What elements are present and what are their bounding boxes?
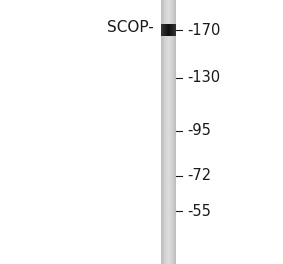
Bar [175,24,176,36]
Bar [168,0,169,264]
Bar [171,0,172,264]
Bar [165,24,166,36]
Bar [167,24,168,36]
Bar [164,24,165,36]
Bar [172,24,173,36]
Bar [162,24,163,36]
Bar [166,24,167,36]
Text: -95: -95 [187,123,211,138]
Text: -130: -130 [187,70,221,85]
Bar [174,24,175,36]
Bar [166,0,167,264]
Text: -170: -170 [187,23,221,38]
Bar [163,24,164,36]
Bar [169,24,170,36]
Bar [172,0,173,264]
Bar [161,24,162,36]
Bar [164,0,165,264]
Bar [165,0,166,264]
Bar [175,0,176,264]
Bar [174,0,175,264]
Bar [161,0,162,264]
Bar [171,24,172,36]
Bar [170,24,171,36]
Bar [162,0,163,264]
Bar [173,24,174,36]
Bar [163,0,164,264]
Text: -55: -55 [187,204,211,219]
Bar [167,0,168,264]
Bar [169,0,170,264]
Bar [168,24,169,36]
Text: -72: -72 [187,168,212,183]
Bar [170,0,171,264]
Text: SCOP-: SCOP- [107,20,153,35]
Bar [173,0,174,264]
